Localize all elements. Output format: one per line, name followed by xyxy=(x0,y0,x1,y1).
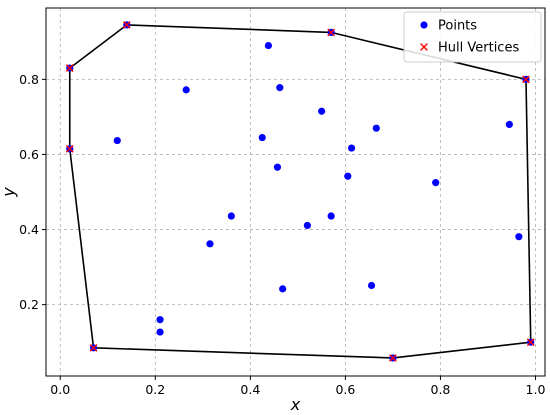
points-series xyxy=(66,21,535,362)
hull-vertex-stroke xyxy=(122,21,131,29)
x-tick-label: 0.8 xyxy=(431,382,451,397)
x-tick-label: 1.0 xyxy=(526,382,546,397)
data-point xyxy=(206,240,214,248)
axis-ticks: 0.0 0.2 0.4 0.6 0.8 1.0 0.2 0.4 0.6 0.8 xyxy=(19,72,545,397)
legend: Points Hull Vertices xyxy=(403,11,542,63)
hull-vertex-marker xyxy=(89,343,98,352)
data-point xyxy=(367,281,376,290)
data-point xyxy=(279,285,287,293)
data-point xyxy=(264,41,273,50)
hull-vertex-marker xyxy=(65,144,74,153)
hull-vertex-marker xyxy=(327,28,336,37)
legend-hull-vertices-marker xyxy=(420,43,428,51)
x-tick-label: 0.6 xyxy=(335,382,355,397)
hull-vertex-marker xyxy=(522,75,530,84)
data-point xyxy=(258,133,266,142)
data-point xyxy=(505,120,513,129)
plot-frame xyxy=(45,7,546,377)
legend-x-stroke xyxy=(420,43,428,51)
y-tick-label: 0.6 xyxy=(19,147,39,162)
hull-vertex-stroke xyxy=(522,75,530,84)
data-point xyxy=(432,179,440,187)
data-point xyxy=(273,163,282,171)
data-point xyxy=(318,107,326,115)
hull-vertex-stroke xyxy=(389,354,397,362)
hull-vertex-stroke xyxy=(89,343,98,352)
hull-vertex-stroke xyxy=(65,144,74,153)
data-point xyxy=(276,84,284,92)
grid xyxy=(46,8,545,376)
hull-vertex-marker xyxy=(65,64,74,72)
data-point xyxy=(303,221,311,230)
y-tick-label: 0.8 xyxy=(19,72,39,87)
x-tick-label: 0.0 xyxy=(50,382,70,397)
x-tick-label: 0.4 xyxy=(240,382,260,397)
y-tick-label: 0.2 xyxy=(19,297,39,312)
data-point xyxy=(515,233,523,241)
y-axis-label: y xyxy=(0,187,18,198)
hull-vertices-series xyxy=(65,21,535,362)
x-axis-label: x xyxy=(290,395,301,414)
legend-points-marker xyxy=(420,21,428,29)
data-point xyxy=(227,212,235,220)
data-point xyxy=(156,316,164,324)
hull-vertex-stroke xyxy=(327,28,336,37)
hull-vertex-marker xyxy=(389,354,397,362)
x-tick-label: 0.2 xyxy=(145,382,165,397)
data-point xyxy=(156,328,164,336)
hull-vertex-stroke xyxy=(65,64,74,72)
y-tick-label: 0.4 xyxy=(19,222,39,237)
hull-vertex-stroke xyxy=(526,338,535,347)
hull-polygon xyxy=(68,24,532,359)
data-point xyxy=(344,172,352,180)
data-point xyxy=(113,136,121,145)
data-point xyxy=(347,144,356,152)
data-point xyxy=(372,124,380,132)
legend-box xyxy=(403,11,542,63)
legend-hull-vertices-label: Hull Vertices xyxy=(438,41,519,56)
legend-points-label: Points xyxy=(438,19,477,34)
hull-outline xyxy=(68,24,532,359)
data-point xyxy=(182,86,190,94)
hull-vertex-marker xyxy=(122,21,131,29)
data-point xyxy=(327,212,335,220)
hull-vertex-marker xyxy=(526,338,535,347)
